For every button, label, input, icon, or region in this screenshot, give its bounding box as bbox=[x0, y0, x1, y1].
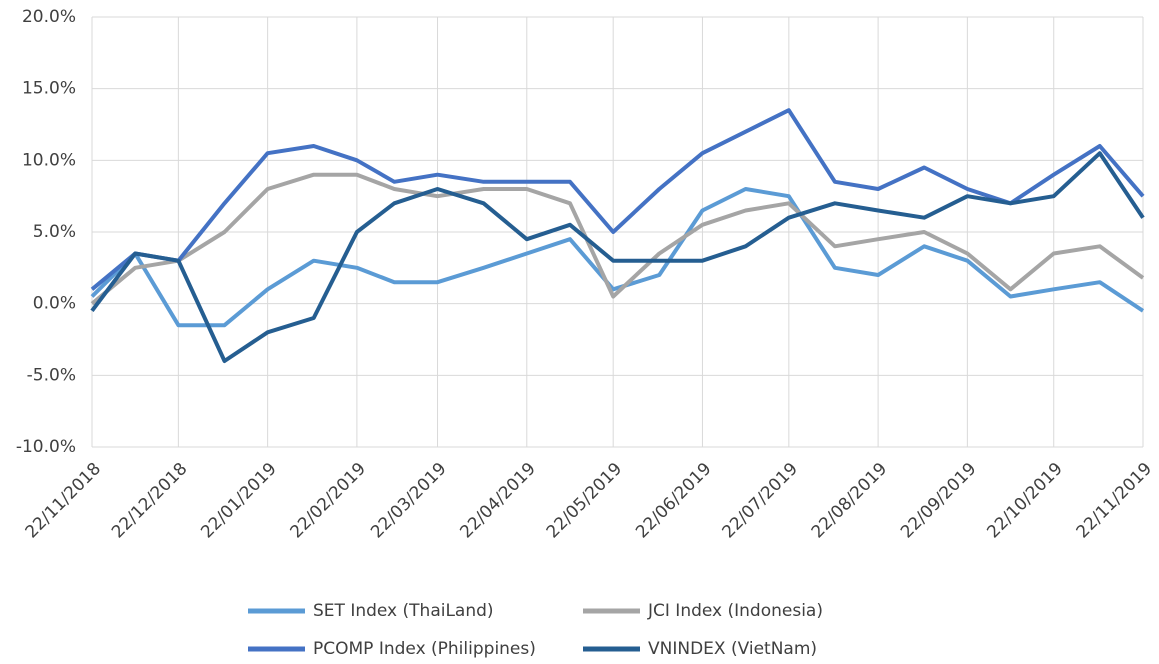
x-tick-label: 22/03/2019 bbox=[367, 459, 450, 542]
y-tick-label: 20.0% bbox=[22, 7, 76, 27]
x-tick-label: 22/12/2018 bbox=[108, 459, 191, 542]
y-tick-label: 15.0% bbox=[22, 79, 76, 99]
legend-label: SET Index (ThaiLand) bbox=[313, 601, 494, 621]
x-tick-label: 22/04/2019 bbox=[456, 459, 539, 542]
x-tick-label: 22/01/2019 bbox=[197, 459, 280, 542]
y-tick-label: 5.0% bbox=[33, 222, 76, 242]
x-tick-label: 22/11/2018 bbox=[22, 459, 105, 542]
y-tick-label: 10.0% bbox=[22, 150, 76, 170]
x-tick-label: 22/06/2019 bbox=[632, 459, 715, 542]
series-line bbox=[90, 108, 1145, 291]
x-tick-label: 22/02/2019 bbox=[287, 459, 370, 542]
x-tick-label: 22/07/2019 bbox=[718, 459, 801, 542]
x-tick-label: 22/11/2019 bbox=[1073, 459, 1156, 542]
x-tick-label: 22/10/2019 bbox=[983, 459, 1066, 542]
legend-label: PCOMP Index (Philippines) bbox=[313, 639, 536, 659]
x-tick-label: 22/09/2019 bbox=[897, 459, 980, 542]
series-line bbox=[90, 172, 1145, 306]
y-tick-label: 0.0% bbox=[33, 294, 76, 314]
series-line bbox=[90, 187, 1145, 328]
legend-label: VNINDEX (VietNam) bbox=[648, 639, 817, 659]
x-tick-label: 22/05/2019 bbox=[543, 459, 626, 542]
y-tick-label: -10.0% bbox=[16, 437, 76, 457]
legend-label: JCI Index (Indonesia) bbox=[647, 601, 823, 621]
x-tick-label: 22/08/2019 bbox=[808, 459, 891, 542]
series-line bbox=[90, 151, 1145, 363]
y-tick-label: -5.0% bbox=[27, 365, 76, 385]
